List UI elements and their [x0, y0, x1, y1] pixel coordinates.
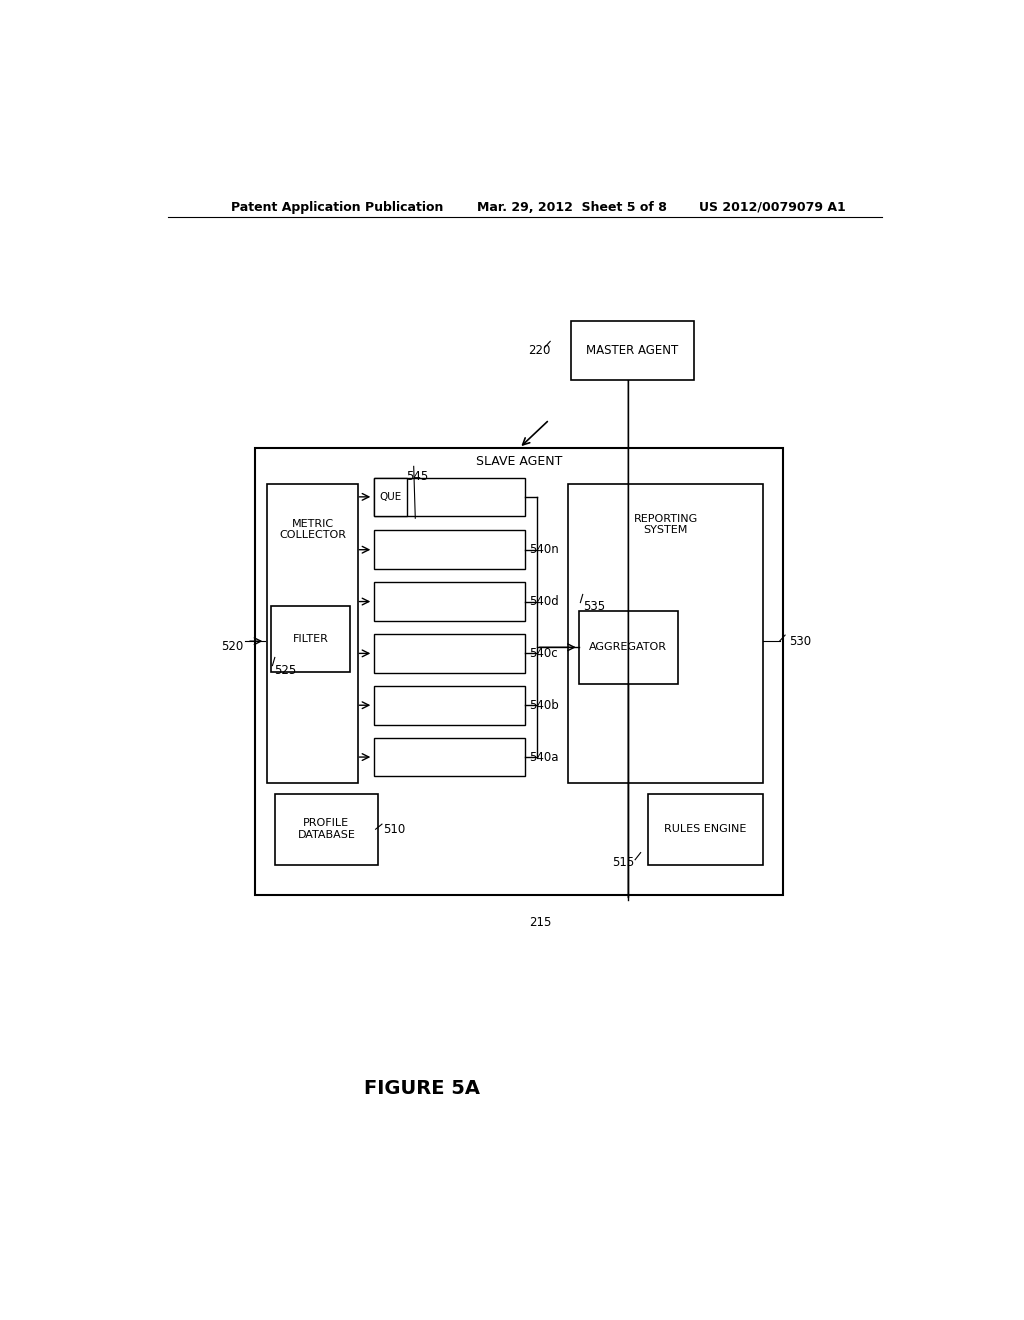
Bar [374, 582, 524, 620]
Text: 220: 220 [528, 345, 551, 356]
Text: FILTER: FILTER [293, 634, 329, 644]
Text: MASTER AGENT: MASTER AGENT [586, 345, 679, 356]
Text: 510: 510 [384, 822, 406, 836]
Bar [579, 611, 678, 684]
Bar [374, 531, 524, 569]
Text: PROFILE
DATABASE: PROFILE DATABASE [297, 818, 355, 840]
Bar [267, 483, 358, 784]
Text: 540a: 540a [528, 751, 558, 763]
Text: 515: 515 [612, 857, 634, 870]
Text: 520: 520 [221, 640, 244, 653]
Text: 540c: 540c [528, 647, 557, 660]
Text: QUE: QUE [380, 492, 401, 502]
Bar [374, 478, 408, 516]
Text: Mar. 29, 2012  Sheet 5 of 8: Mar. 29, 2012 Sheet 5 of 8 [477, 201, 667, 214]
Bar [374, 634, 524, 673]
Text: 540n: 540n [528, 544, 558, 556]
Text: 215: 215 [529, 916, 552, 929]
Text: 545: 545 [407, 470, 429, 483]
Bar [270, 606, 350, 672]
Text: 540b: 540b [528, 698, 558, 711]
Text: 525: 525 [274, 664, 296, 677]
Text: 540d: 540d [528, 595, 558, 609]
Bar [255, 447, 782, 895]
Text: AGGREGATOR: AGGREGATOR [590, 643, 668, 652]
Bar [274, 793, 378, 865]
Bar [374, 686, 524, 725]
Text: US 2012/0079079 A1: US 2012/0079079 A1 [699, 201, 846, 214]
Text: FIGURE 5A: FIGURE 5A [364, 1078, 479, 1098]
Text: RULES ENGINE: RULES ENGINE [665, 824, 746, 834]
Bar [568, 483, 763, 784]
Text: REPORTING
SYSTEM: REPORTING SYSTEM [634, 513, 697, 535]
Text: 535: 535 [583, 601, 605, 612]
Bar [570, 321, 694, 380]
Text: METRIC
COLLECTOR: METRIC COLLECTOR [279, 519, 346, 540]
Text: SLAVE AGENT: SLAVE AGENT [476, 455, 562, 467]
Bar [374, 478, 524, 516]
Bar [374, 738, 524, 776]
Text: 530: 530 [790, 635, 811, 648]
Bar [648, 793, 763, 865]
Text: Patent Application Publication: Patent Application Publication [231, 201, 443, 214]
